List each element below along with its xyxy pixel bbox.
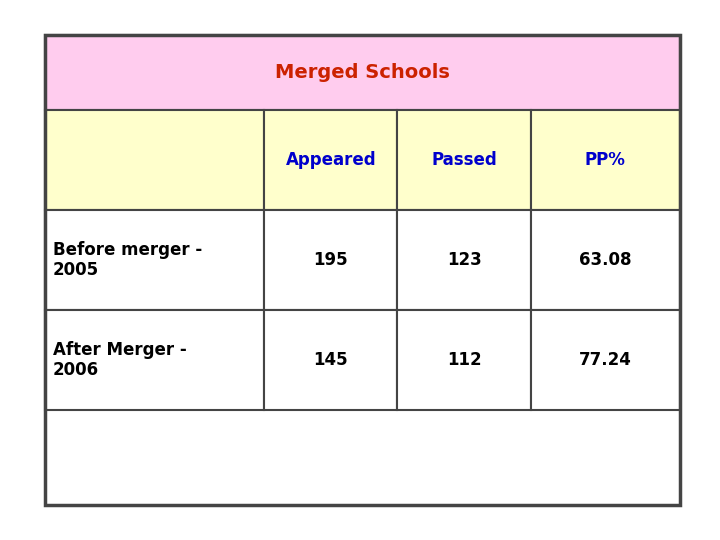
Text: Merged Schools: Merged Schools	[275, 63, 450, 82]
Text: 112: 112	[447, 351, 482, 369]
Text: 123: 123	[446, 251, 482, 269]
Text: 77.24: 77.24	[579, 351, 632, 369]
Bar	[45, 110, 264, 210]
Bar	[264, 310, 397, 410]
Bar	[45, 35, 680, 505]
Text: 63.08: 63.08	[579, 251, 631, 269]
Text: PP%: PP%	[585, 151, 626, 169]
Text: After Merger -
2006: After Merger - 2006	[53, 341, 186, 380]
Bar	[397, 210, 531, 310]
Text: Passed: Passed	[431, 151, 497, 169]
Text: 195: 195	[313, 251, 348, 269]
Bar	[531, 210, 680, 310]
Bar	[45, 310, 264, 410]
Bar	[45, 35, 680, 110]
Bar	[531, 110, 680, 210]
Bar	[397, 110, 531, 210]
Bar	[45, 210, 264, 310]
Bar	[397, 310, 531, 410]
Text: Before merger -
2005: Before merger - 2005	[53, 241, 202, 279]
Text: Appeared: Appeared	[285, 151, 376, 169]
Bar	[264, 110, 397, 210]
Bar	[264, 210, 397, 310]
Text: 145: 145	[313, 351, 348, 369]
Bar	[531, 310, 680, 410]
